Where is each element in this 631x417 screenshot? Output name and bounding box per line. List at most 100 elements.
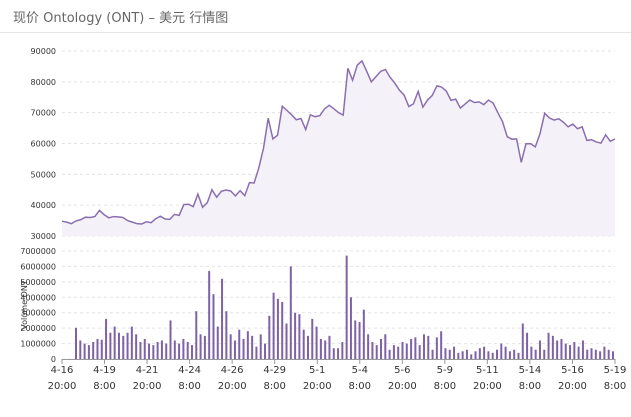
volume-bar xyxy=(83,343,86,359)
volume-bar xyxy=(302,329,305,359)
x-tick-time: 8:00 xyxy=(519,381,541,392)
x-tick-time: 8:00 xyxy=(604,381,626,392)
volume-bar xyxy=(526,332,529,359)
volume-bar xyxy=(126,332,129,359)
volume-bar xyxy=(405,343,408,359)
volume-bar xyxy=(238,329,241,359)
x-tick-date: 4-16 xyxy=(51,365,74,376)
volume-bar xyxy=(251,335,254,359)
volume-bar xyxy=(100,339,103,359)
volume-bar xyxy=(182,338,185,359)
volume-bar xyxy=(92,342,95,359)
volume-bar xyxy=(272,292,275,359)
volume-bar xyxy=(117,332,120,359)
price-y-tick-label: 60000 xyxy=(31,140,56,149)
volume-bar xyxy=(435,337,438,359)
volume-y-tick-label: 3000000 xyxy=(20,309,56,318)
volume-bar xyxy=(517,352,520,359)
volume-bar xyxy=(440,331,443,359)
volume-bar xyxy=(470,354,473,359)
volume-bar xyxy=(328,335,331,359)
volume-bar xyxy=(242,338,245,359)
volume-bar xyxy=(173,340,176,359)
volume-bar xyxy=(577,346,580,359)
volume-bar xyxy=(143,338,146,359)
volume-bar xyxy=(87,345,90,359)
volume-bar xyxy=(109,332,112,359)
volume-bar xyxy=(208,271,211,359)
volume-bar xyxy=(547,332,550,359)
volume-bar xyxy=(590,348,593,359)
volume-bar xyxy=(306,335,309,359)
volume-bar xyxy=(264,343,267,359)
volume-bar xyxy=(371,342,374,359)
volume-bar xyxy=(186,342,189,359)
volume-bar xyxy=(268,315,271,359)
volume-bar xyxy=(122,335,125,359)
volume-bar xyxy=(586,349,589,359)
price-y-tick-label: 90000 xyxy=(31,47,56,56)
volume-bar xyxy=(431,349,434,359)
volume-bar xyxy=(367,334,370,359)
volume-bar xyxy=(281,301,284,359)
volume-bar xyxy=(513,349,516,359)
volume-bar xyxy=(105,318,108,359)
volume-bar xyxy=(599,351,602,359)
volume-bar xyxy=(135,334,138,359)
volume-bar xyxy=(341,342,344,359)
volume-bar xyxy=(229,334,232,359)
volume-bar xyxy=(564,343,567,359)
chart-title: 现价 Ontology (ONT) – 美元 行情图 xyxy=(13,11,229,26)
volume-bar xyxy=(444,348,447,359)
volume-bar xyxy=(504,346,507,359)
x-tick-date: 5-1 xyxy=(309,365,325,376)
volume-bar xyxy=(315,326,318,359)
volume-bar xyxy=(491,352,494,359)
volume-bar xyxy=(332,348,335,359)
x-tick-time: 8:00 xyxy=(178,381,200,392)
volume-bar xyxy=(294,312,297,359)
volume-bar xyxy=(203,335,206,359)
volume-y-tick-label: 7000000 xyxy=(20,247,56,256)
volume-bar xyxy=(152,345,155,359)
volume-bar xyxy=(311,318,314,359)
chart-header: 现价 Ontology (ONT) – 美元 行情图 xyxy=(0,0,631,33)
x-tick-date: 5-11 xyxy=(476,365,499,376)
volume-y-tick-label: 1000000 xyxy=(20,340,56,349)
volume-bar xyxy=(410,338,413,359)
volume-y-tick-label: 6000000 xyxy=(20,262,56,271)
volume-bar xyxy=(465,349,468,359)
volume-y-tick-label: 4000000 xyxy=(20,293,56,302)
volume-bar xyxy=(551,335,554,359)
volume-bar xyxy=(483,346,486,359)
volume-y-tick-label: 0 xyxy=(51,355,56,364)
volume-bar xyxy=(607,349,610,359)
x-tick-date: 5-6 xyxy=(394,365,410,376)
volume-bar xyxy=(276,298,279,359)
volume-bar xyxy=(178,343,181,359)
volume-bar xyxy=(448,349,451,359)
volume-bar xyxy=(148,343,151,359)
volume-bar xyxy=(169,320,172,359)
volume-bar xyxy=(427,335,430,359)
volume-bar xyxy=(414,337,417,359)
volume-bar xyxy=(543,349,546,359)
x-tick-time: 20:00 xyxy=(558,381,587,392)
x-tick-date: 5-4 xyxy=(352,365,368,376)
volume-bar xyxy=(225,311,228,359)
volume-bar xyxy=(298,314,301,359)
x-axis: 4-16 20:00 4-19 8:00 4-21 20:00 4-24 8:00 4-26 20… xyxy=(48,359,626,392)
volume-bar xyxy=(212,294,215,359)
volume-bar xyxy=(380,338,383,359)
volume-bar xyxy=(422,334,425,359)
volume-y-tick-label: 5000000 xyxy=(20,278,56,287)
price-y-axis: 30000 40000 50000 60000 70000 80000 90000 xyxy=(31,47,56,241)
price-y-tick-label: 50000 xyxy=(31,170,56,179)
volume-bar xyxy=(474,351,477,359)
volume-bar xyxy=(160,340,163,359)
x-tick-time: 20:00 xyxy=(303,381,332,392)
volume-bar xyxy=(259,334,262,359)
volume-bar xyxy=(534,349,537,359)
price-area xyxy=(62,60,615,237)
